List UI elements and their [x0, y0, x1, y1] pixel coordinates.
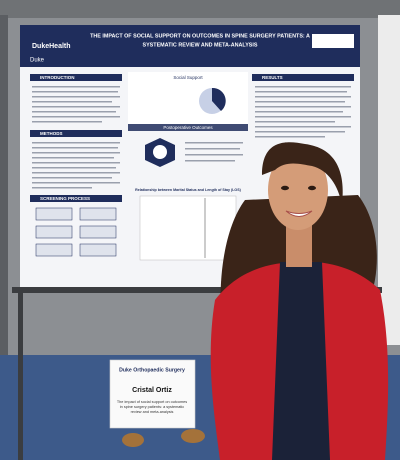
eye [308, 185, 316, 191]
body-text-lines [185, 142, 243, 162]
neck [286, 225, 312, 267]
sign-department: Duke Orthopaedic Surgery [119, 367, 185, 373]
section-heading: RESULTS [262, 75, 283, 80]
section-bar [252, 74, 354, 81]
section-heading: METHODS [40, 131, 63, 136]
easel-bar [12, 287, 382, 293]
section-bar [128, 124, 248, 131]
section-bar [30, 74, 122, 81]
eye [281, 185, 289, 191]
section-bar [30, 195, 122, 202]
flowchart [35, 207, 117, 257]
body-text-lines [32, 142, 120, 189]
poster-logo-small: Duke [30, 58, 45, 64]
poster-partner-logo [312, 34, 354, 48]
next-poster [378, 15, 400, 345]
poster-header [20, 25, 360, 67]
shoe [181, 429, 205, 443]
body-text-lines [32, 86, 120, 123]
section-heading: SCREENING PROCESS [40, 196, 90, 201]
frame-top [0, 0, 400, 18]
poster-logo: DukeHealth [32, 43, 71, 50]
face [268, 150, 328, 230]
poster-title: SYSTEMATIC REVIEW AND META-ANALYSIS [142, 42, 257, 48]
top [272, 262, 330, 460]
figure-title: Postoperative Outcomes [163, 125, 213, 130]
shoe [122, 433, 144, 447]
forest-plot [139, 195, 237, 261]
sign-description: in spine surgery patients: a systematic [120, 405, 184, 409]
poster-title: THE IMPACT OF SOCIAL SUPPORT ON OUTCOMES… [90, 33, 310, 39]
frame-left [0, 15, 8, 355]
pie-icon-slice [212, 87, 226, 111]
sign-description: review and meta-analysis [131, 410, 174, 414]
figure-title: Relationship between Marital Status and … [135, 188, 241, 192]
figure-panel [128, 72, 248, 124]
sign-name: Cristal Ortiz [132, 387, 172, 394]
name-sign: Duke Orthopaedic Surgery Cristal Ortiz T… [109, 359, 196, 429]
easel-leg [18, 290, 23, 460]
body-text-lines [255, 86, 351, 138]
sign-card [109, 359, 196, 429]
person [210, 142, 389, 460]
hexagon-center [153, 145, 167, 159]
section-heading: INTRODUCTION [40, 75, 75, 80]
sign-description: The impact of social support on outcomes [117, 400, 187, 404]
smile [285, 210, 313, 217]
hair-front [262, 142, 343, 205]
figure-title: Social Support [173, 75, 203, 80]
section-bar [30, 130, 122, 137]
